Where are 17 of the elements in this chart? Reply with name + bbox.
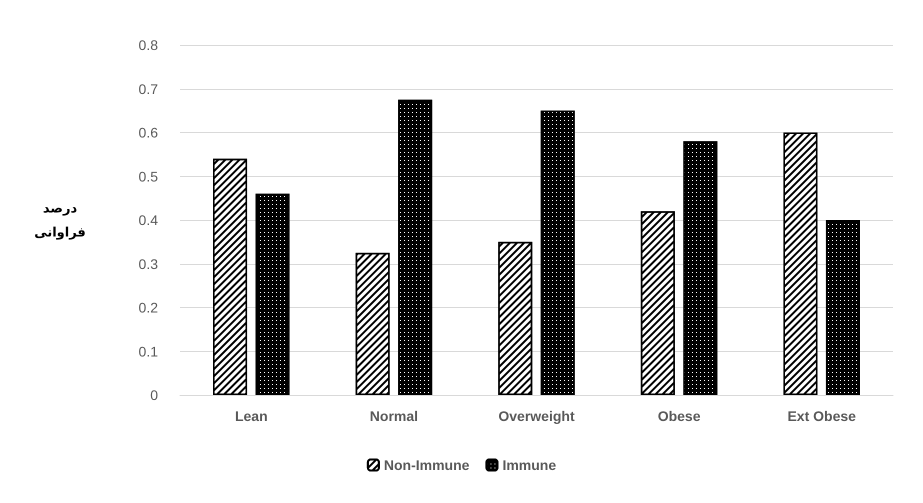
y-tick-label: 0.1 (138, 343, 158, 360)
y-tick-label: 0.2 (138, 300, 158, 316)
y-tick-label: 0.8 (138, 37, 158, 53)
x-tick-label: Ext Obese (787, 408, 856, 424)
y-axis-title: درصد فراوانی (34, 200, 86, 240)
legend-label: Non-Immune (384, 457, 470, 473)
x-tick-label: Obese (658, 408, 701, 424)
y-tick-label: 0.4 (138, 212, 158, 228)
y-tick-label: 0 (150, 387, 158, 403)
y-tick-label: 0.5 (138, 168, 158, 184)
y-tick-label: 0.3 (138, 256, 158, 272)
x-tick-label: Normal (370, 408, 418, 424)
legend-label: Immune (502, 457, 556, 473)
x-tick-label: Lean (234, 408, 268, 424)
y-tick-label: 0.7 (138, 80, 158, 97)
x-tick-label: Overweight (498, 408, 575, 424)
y-tick-label: 0.6 (138, 124, 158, 140)
